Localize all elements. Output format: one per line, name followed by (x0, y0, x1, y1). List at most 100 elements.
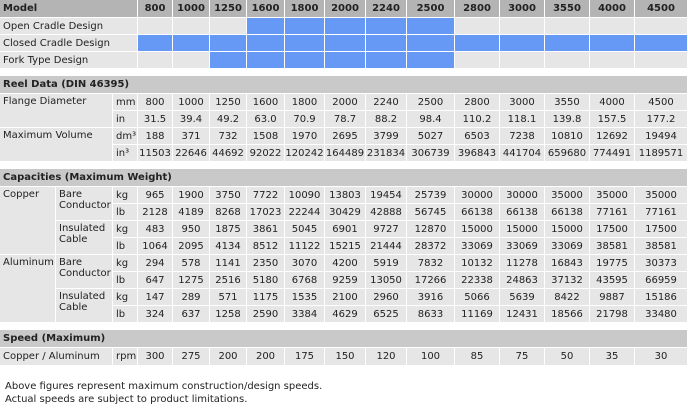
value: 15000 (545, 221, 589, 237)
design-cell (500, 52, 544, 68)
design-cell (545, 35, 589, 51)
design-cell (366, 18, 406, 34)
value: 31.5 (138, 111, 172, 127)
design-cell (325, 18, 365, 34)
value: 38581 (635, 238, 687, 254)
value: 15186 (635, 289, 687, 305)
value: 77161 (590, 204, 634, 220)
value: 1508 (247, 128, 284, 144)
value: 5027 (407, 128, 454, 144)
value: 200 (247, 348, 284, 365)
design-name: Fork Type Design (0, 52, 137, 68)
value: 1875 (210, 221, 246, 237)
value: 9259 (325, 272, 365, 288)
value: 12692 (590, 128, 634, 144)
value: 6503 (455, 128, 499, 144)
design-cell (325, 35, 365, 51)
value: 8633 (407, 306, 454, 322)
value: 1000 (173, 94, 209, 110)
value: 289 (173, 289, 209, 305)
value: 1970 (285, 128, 324, 144)
value: 24863 (500, 272, 544, 288)
value: 3799 (366, 128, 406, 144)
value: 774491 (590, 145, 634, 161)
value: 19454 (366, 187, 406, 203)
value: 139.8 (545, 111, 589, 127)
value: 33480 (635, 306, 687, 322)
value: 3916 (407, 289, 454, 305)
model-header: 2000 (325, 0, 365, 17)
design-cell (455, 35, 499, 51)
value: 44692 (210, 145, 246, 161)
unit: in³ (113, 145, 137, 161)
unit: lb (113, 306, 137, 322)
model-header: 2500 (407, 0, 454, 17)
section-title: Capacities (Maximum Weight) (0, 169, 687, 186)
design-cell (173, 35, 209, 51)
value: 35000 (590, 187, 634, 203)
value: 3550 (545, 94, 589, 110)
value: 30373 (635, 255, 687, 271)
model-header: 3550 (545, 0, 589, 17)
value: 17500 (590, 221, 634, 237)
row-group: Copper (0, 187, 55, 254)
value: 5066 (455, 289, 499, 305)
unit: lb (113, 204, 137, 220)
design-cell (138, 18, 172, 34)
model-header: 1000 (173, 0, 209, 17)
value: 100 (407, 348, 454, 365)
design-cell (545, 52, 589, 68)
value: 50 (545, 348, 589, 365)
value: 10090 (285, 187, 324, 203)
value: 19775 (590, 255, 634, 271)
value: 56745 (407, 204, 454, 220)
design-cell (366, 52, 406, 68)
value: 1900 (173, 187, 209, 203)
value: 965 (138, 187, 172, 203)
header-label: Model (0, 0, 137, 17)
unit: kg (113, 221, 137, 237)
value: 300 (138, 348, 172, 365)
value: 188 (138, 128, 172, 144)
design-cell (545, 18, 589, 34)
model-header: 1800 (285, 0, 324, 17)
design-cell (325, 52, 365, 68)
design-cell (635, 52, 687, 68)
value: 30000 (500, 187, 544, 203)
value: 42888 (366, 204, 406, 220)
design-cell (247, 18, 284, 34)
design-cell (407, 52, 454, 68)
value: 66138 (500, 204, 544, 220)
value: 30429 (325, 204, 365, 220)
value: 28372 (407, 238, 454, 254)
value: 6768 (285, 272, 324, 288)
value: 4500 (635, 94, 687, 110)
design-cell (285, 18, 324, 34)
design-cell (455, 52, 499, 68)
value: 78.7 (325, 111, 365, 127)
value: 2000 (325, 94, 365, 110)
value: 92022 (247, 145, 284, 161)
value: 66138 (455, 204, 499, 220)
value: 5045 (285, 221, 324, 237)
value: 659680 (545, 145, 589, 161)
value: 17023 (247, 204, 284, 220)
value: 15215 (325, 238, 365, 254)
section-title: Reel Data (DIN 46395) (0, 76, 687, 93)
unit: kg (113, 289, 137, 305)
value: 147 (138, 289, 172, 305)
design-cell (407, 18, 454, 34)
value: 11278 (500, 255, 544, 271)
value: 2695 (325, 128, 365, 144)
design-cell (173, 52, 209, 68)
value: 571 (210, 289, 246, 305)
value: 38581 (590, 238, 634, 254)
value: 7832 (407, 255, 454, 271)
value: 3384 (285, 306, 324, 322)
value: 33069 (455, 238, 499, 254)
value: 164489 (325, 145, 365, 161)
row-group: Maximum Volume (0, 128, 112, 161)
design-cell (138, 52, 172, 68)
value: 231834 (366, 145, 406, 161)
note: Actual speeds are subject to product lim… (5, 394, 248, 405)
